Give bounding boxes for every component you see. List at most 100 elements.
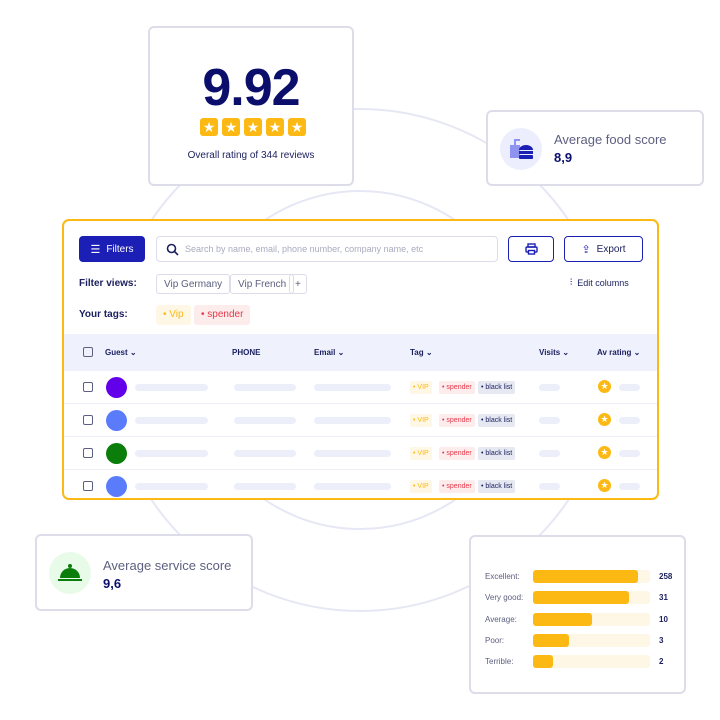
row-tag: • spender — [439, 447, 475, 460]
table-row[interactable]: • VIP • spender • black list ★ — [64, 404, 657, 437]
visits-placeholder — [539, 417, 560, 424]
review-bar-label: Poor: — [485, 635, 505, 645]
row-checkbox[interactable] — [83, 415, 93, 425]
review-bar-track — [533, 655, 650, 669]
service-score-label: Average service score — [103, 558, 232, 573]
edit-columns-button[interactable]: ⫶ Edit columns — [570, 277, 629, 288]
review-bar-fill — [533, 655, 553, 669]
search-icon — [166, 243, 179, 256]
row-checkbox[interactable] — [83, 481, 93, 491]
guest-table-panel: ☰ Filters Search by name, email, phone nu… — [62, 219, 659, 500]
star-icon: ★ — [598, 413, 611, 426]
star-icon: ★ — [598, 479, 611, 492]
star-icon: ★ — [266, 118, 284, 136]
service-score-value: 9,6 — [103, 576, 122, 591]
search-placeholder: Search by name, email, phone number, com… — [185, 244, 424, 254]
column-header-visits[interactable]: Visits ⌄ — [539, 348, 570, 357]
star-icon: ★ — [598, 380, 611, 393]
review-bar-label: Terrible: — [485, 657, 514, 667]
tag-vip[interactable]: • Vip — [156, 305, 191, 325]
row-tag: • black list — [478, 480, 516, 493]
row-tag: • VIP — [410, 480, 432, 493]
review-bar-label: Very good: — [485, 593, 524, 603]
edit-columns-icon: ⫶ — [570, 277, 573, 287]
avatar — [106, 410, 127, 431]
phone-placeholder — [234, 483, 296, 490]
review-bar-label: Excellent: — [485, 572, 520, 581]
rating-placeholder — [619, 417, 640, 424]
service-bell-icon — [49, 552, 91, 594]
overall-score: 9.92 — [202, 59, 300, 117]
column-header-phone[interactable]: PHONE — [232, 348, 261, 357]
email-placeholder — [314, 384, 391, 391]
review-bar-count: 3 — [659, 635, 664, 645]
avatar — [106, 443, 127, 464]
star-icon: ★ — [222, 118, 240, 136]
review-bar-count: 2 — [659, 657, 664, 667]
review-bar-row: Terrible: 2 — [485, 655, 675, 669]
review-bar-track — [533, 633, 650, 647]
review-bar-fill — [533, 570, 639, 583]
rating-placeholder — [619, 450, 640, 457]
table-row[interactable]: • VIP • spender • black list ★ — [64, 437, 657, 470]
visits-placeholder — [539, 483, 560, 490]
filter-views-label: Filter views: — [79, 278, 137, 289]
review-bar-row: Poor: 3 — [485, 633, 675, 647]
avatar — [106, 377, 127, 398]
review-bar-count: 258 — [659, 572, 673, 581]
overall-rating-card: 9.92 ★ ★ ★ ★ ★ Overall rating of 344 reviews — [148, 26, 354, 186]
row-checkbox[interactable] — [83, 382, 93, 392]
review-bar-count: 31 — [659, 593, 668, 603]
your-tags-label: Your tags: — [79, 309, 128, 320]
guest-name-placeholder — [135, 450, 208, 457]
add-filter-view-button[interactable]: + — [289, 274, 307, 294]
filter-view-chip[interactable]: Vip Germany — [156, 274, 231, 294]
column-header-tag[interactable]: Tag ⌄ — [410, 348, 433, 357]
select-all-checkbox[interactable] — [83, 347, 93, 357]
review-bar-row: Excellent: 258 — [485, 570, 675, 583]
row-tag: • VIP — [410, 447, 432, 460]
table-row[interactable]: • VIP • spender • black list ★ — [64, 371, 657, 404]
review-bar-count: 10 — [659, 614, 668, 624]
star-icon: ★ — [244, 118, 262, 136]
star-rating: ★ ★ ★ ★ ★ — [200, 118, 306, 136]
avatar — [106, 476, 127, 497]
food-score-card: Average food score 8,9 — [486, 110, 704, 186]
star-icon: ★ — [598, 446, 611, 459]
row-tag: • black list — [478, 447, 516, 460]
row-tag: • spender — [439, 381, 475, 394]
table-row[interactable]: • VIP • spender • black list ★ — [64, 470, 657, 498]
visits-placeholder — [539, 450, 560, 457]
review-bar-track — [533, 612, 650, 626]
export-button[interactable]: ⇪ Export — [564, 236, 643, 262]
row-tag: • VIP — [410, 381, 432, 394]
review-bar-track — [533, 570, 650, 583]
tag-spender[interactable]: • spender — [194, 305, 251, 325]
review-bar-fill — [533, 612, 592, 626]
filter-view-chip[interactable]: Vip French — [230, 274, 295, 294]
review-bar-row: Average: 10 — [485, 612, 675, 626]
star-icon: ★ — [200, 118, 218, 136]
filters-button[interactable]: ☰ Filters — [79, 236, 145, 262]
search-input[interactable]: Search by name, email, phone number, com… — [156, 236, 498, 262]
guest-name-placeholder — [135, 417, 208, 424]
table-header: Guest ⌄ PHONE Email ⌄ Tag ⌄ Visits ⌄ Av … — [64, 334, 657, 371]
row-tag: • VIP — [410, 414, 432, 427]
phone-placeholder — [234, 417, 296, 424]
row-checkbox[interactable] — [83, 448, 93, 458]
drink-burger-icon — [500, 128, 542, 170]
print-button[interactable] — [508, 236, 554, 262]
phone-placeholder — [234, 450, 296, 457]
rating-placeholder — [619, 384, 640, 391]
review-bar-fill — [533, 591, 629, 605]
share-icon: ⇪ — [581, 243, 591, 256]
column-header-email[interactable]: Email ⌄ — [314, 348, 345, 357]
rating-placeholder — [619, 483, 640, 490]
row-tag: • black list — [478, 414, 516, 427]
column-header-guest[interactable]: Guest ⌄ — [105, 348, 137, 357]
food-score-value: 8,9 — [554, 150, 573, 165]
food-score-label: Average food score — [554, 132, 667, 147]
row-tag: • black list — [478, 381, 516, 394]
column-header-av-rating[interactable]: Av rating ⌄ — [597, 348, 641, 357]
service-score-card: Average service score 9,6 — [35, 534, 253, 611]
